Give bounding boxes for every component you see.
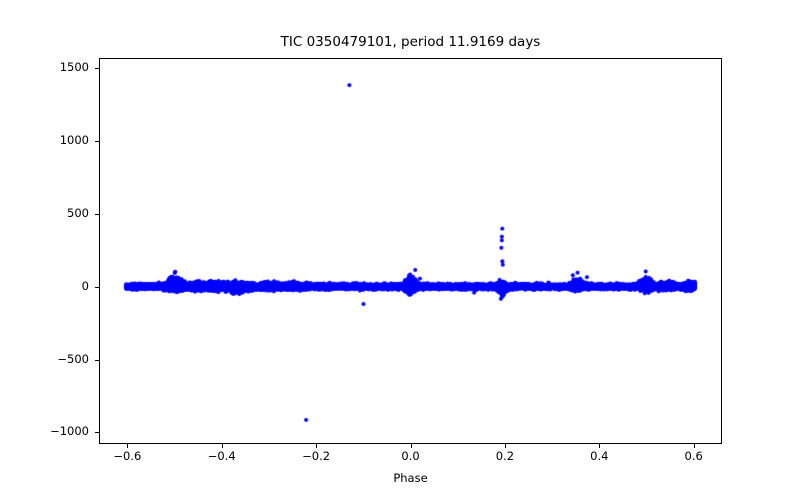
y-axis-tick: [95, 213, 99, 215]
y-axis-tick-label: −500: [57, 351, 89, 366]
y-axis-tick: [95, 286, 99, 288]
y-axis-tick-label: 500: [67, 205, 89, 220]
y-axis-tick-label: 1500: [59, 60, 89, 75]
plot-axes-frame: [99, 58, 722, 444]
x-axis-tick: [599, 444, 601, 448]
x-axis-tick: [504, 444, 506, 448]
x-axis-tick-label: 0.2: [495, 449, 515, 463]
x-axis-tick: [127, 444, 129, 448]
y-axis-tick: [95, 432, 99, 434]
x-axis-tick-label: 0.4: [590, 449, 609, 463]
y-axis-tick-label: 1000: [59, 133, 89, 148]
x-axis-tick-label: −0.2: [302, 449, 331, 463]
y-axis-tick-label: 0: [81, 278, 89, 293]
x-axis-tick: [316, 444, 318, 448]
x-axis-tick: [410, 444, 412, 448]
x-axis-tick-label: −0.4: [207, 449, 236, 463]
y-axis-tick: [95, 68, 99, 70]
x-axis-tick: [221, 444, 223, 448]
y-axis-tick: [95, 141, 99, 143]
x-axis-tick: [693, 444, 695, 448]
x-axis-tick-label: 0.0: [401, 449, 420, 463]
y-axis-tick: [95, 359, 99, 361]
x-axis-label: Phase: [393, 471, 428, 485]
y-axis-tick-label: −1000: [50, 424, 89, 439]
chart-title: TIC 0350479101, period 11.9169 days: [280, 34, 541, 50]
x-axis-tick-label: −0.6: [113, 449, 142, 463]
scatter-plot-canvas: [100, 59, 721, 443]
x-axis-tick-label: 0.6: [684, 449, 703, 463]
